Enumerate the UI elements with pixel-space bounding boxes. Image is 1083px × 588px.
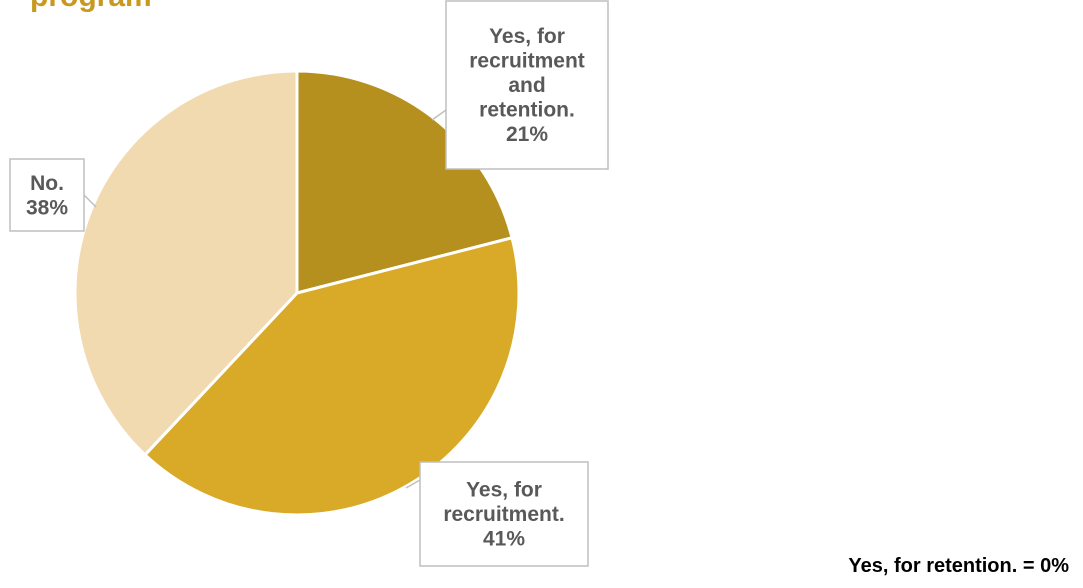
- chart-title-fragment: program: [30, 0, 152, 14]
- label-line: No.: [30, 172, 64, 195]
- label-line: recruitment.: [443, 503, 564, 526]
- label-line: 38%: [26, 196, 68, 219]
- label-line: 41%: [483, 528, 525, 551]
- label-box: [445, 0, 609, 170]
- label-box: [419, 461, 589, 567]
- pie-slice-0: [295, 69, 514, 295]
- label-line: 21%: [506, 123, 548, 146]
- pie-slice-1: [142, 235, 521, 517]
- label-line: Yes, for: [489, 25, 565, 48]
- label-line: and: [508, 74, 545, 97]
- data-label-2: No.38%: [9, 158, 97, 232]
- leader-line: [431, 109, 447, 121]
- pie-slice-2: [73, 69, 299, 457]
- label-line: Yes, for: [466, 479, 542, 502]
- label-line: recruitment: [469, 50, 585, 73]
- label-line: retention.: [479, 99, 575, 122]
- leader-line: [405, 479, 421, 489]
- leader-line: [83, 194, 97, 208]
- zero-slice-footnote: Yes, for retention. = 0%: [848, 555, 1069, 577]
- label-box: [9, 158, 85, 232]
